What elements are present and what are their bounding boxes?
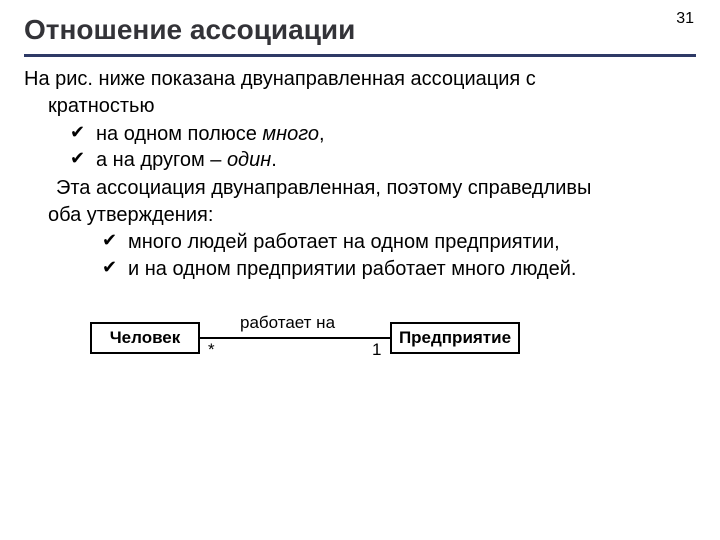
- bullet-text-pre: а на другом –: [96, 149, 227, 171]
- list-item: много людей работает на одном предприяти…: [102, 229, 696, 255]
- bullet-list-2: много людей работает на одном предприяти…: [102, 229, 696, 282]
- list-item: и на одном предприятии работает много лю…: [102, 256, 696, 282]
- intro-line1: На рис. ниже показана двунаправленная ас…: [24, 66, 696, 92]
- uml-multiplicity-right: 1: [372, 340, 381, 360]
- bullet-text-post: ,: [319, 123, 325, 145]
- slide-title: Отношение ассоциации: [24, 14, 355, 46]
- title-underline: [24, 54, 696, 57]
- list-item: а на другом – один.: [70, 147, 696, 173]
- list-item: на одном полюсе много,: [70, 121, 696, 147]
- slide-body: На рис. ниже показана двунаправленная ас…: [24, 66, 696, 282]
- uml-multiplicity-left: *: [208, 340, 215, 360]
- bullet-list-1: на одном полюсе много, а на другом – оди…: [70, 121, 696, 174]
- mid-line2: оба утверждения:: [48, 202, 696, 228]
- bullet-text-pre: на одном полюсе: [96, 123, 262, 145]
- uml-association-line: [200, 337, 390, 339]
- mid-line1: Эта ассоциация двунаправленная, поэтому …: [56, 175, 696, 201]
- bullet-text-em: много: [262, 123, 319, 145]
- uml-association-diagram: Человек работает на * 1 Предприятие: [90, 310, 520, 380]
- bullet-text-post: .: [271, 149, 277, 171]
- uml-class-right: Предприятие: [390, 322, 520, 354]
- uml-association-label: работает на: [240, 313, 335, 333]
- intro-line2: кратностью: [48, 93, 696, 119]
- uml-class-left: Человек: [90, 322, 200, 354]
- bullet-text-em: один: [227, 149, 271, 171]
- page-number: 31: [676, 10, 694, 28]
